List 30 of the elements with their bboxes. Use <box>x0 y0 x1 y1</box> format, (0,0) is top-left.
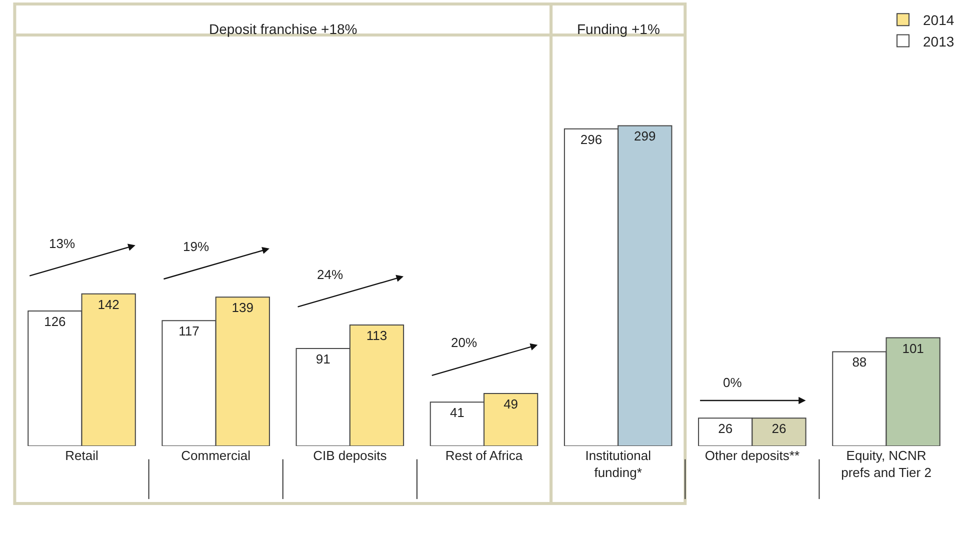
data-label: 91 <box>316 352 330 367</box>
text: Deposit franchise +18% <box>209 21 358 37</box>
data-label: 299 <box>634 128 656 144</box>
data-label: 117 <box>178 324 200 339</box>
annotation: 24% <box>317 267 344 282</box>
x-tick-label: Rest of Africa <box>445 448 524 463</box>
data-label: 49 <box>504 396 518 412</box>
data-label: 101 <box>902 340 924 356</box>
legend-label: 2013 <box>923 33 954 50</box>
annotation: 0% <box>723 375 742 390</box>
data-label: 26 <box>718 421 733 436</box>
data-label: 142 <box>98 296 120 312</box>
data-label: 296 <box>580 132 602 147</box>
data-label: 139 <box>232 300 254 316</box>
data-label: 26 <box>772 421 786 436</box>
x-tick-label: Other deposits** <box>704 448 800 463</box>
x-tick-label: Institutional funding* <box>585 448 652 480</box>
data-label: 126 <box>44 314 66 330</box>
data-label: 113 <box>366 328 388 343</box>
annotation: 13% <box>49 236 76 251</box>
annotation: 20% <box>451 335 478 350</box>
x-tick-label: Retail <box>65 448 98 463</box>
x-tick-label: CIB deposits <box>313 448 388 463</box>
data-label: 88 <box>852 354 867 370</box>
data-label: 41 <box>450 405 464 420</box>
x-tick-label: Equity, NCNR prefs and Tier 2 <box>841 448 932 480</box>
annotation: 19% <box>183 239 210 254</box>
legend-label: 2014 <box>923 12 954 28</box>
text: Funding +1% <box>577 21 660 37</box>
x-tick-label: Commercial <box>181 448 251 463</box>
